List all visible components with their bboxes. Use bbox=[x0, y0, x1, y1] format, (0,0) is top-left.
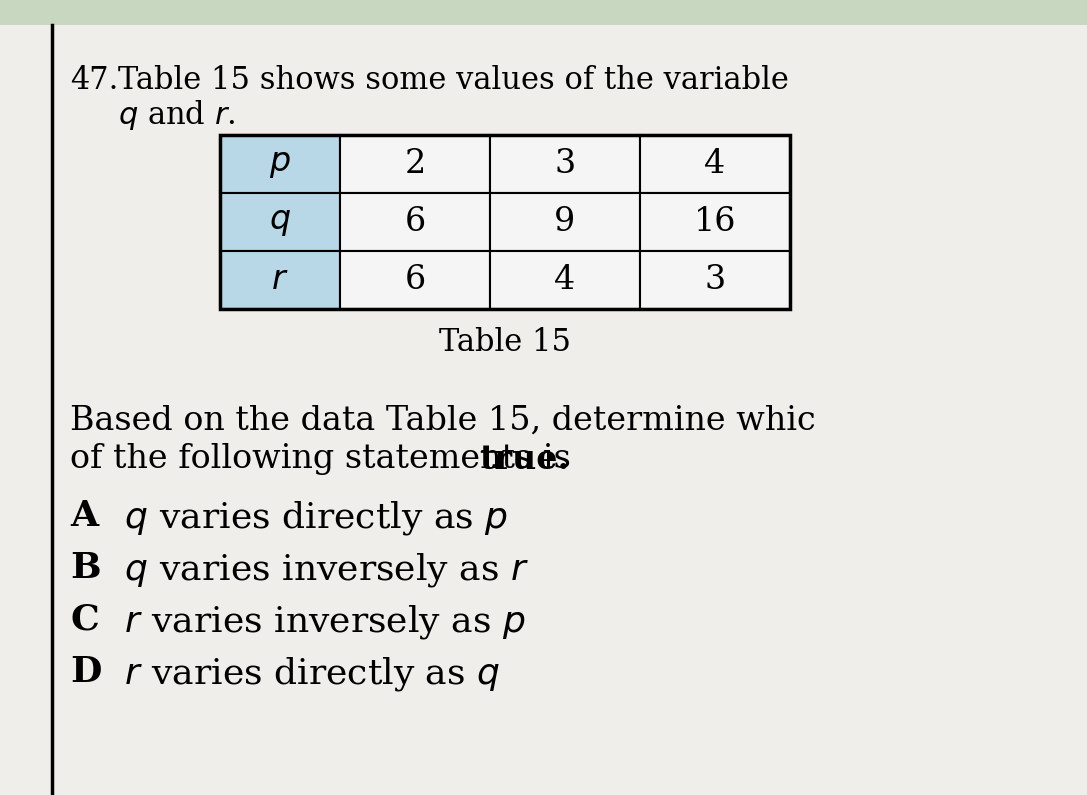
Text: Table 15 shows some values of the variable: Table 15 shows some values of the variab… bbox=[118, 65, 789, 96]
Text: $r$ varies directly as $q$: $r$ varies directly as $q$ bbox=[102, 655, 500, 693]
Bar bbox=[490, 251, 640, 309]
Text: 2: 2 bbox=[404, 148, 426, 180]
Text: 6: 6 bbox=[404, 264, 426, 296]
Text: 47.: 47. bbox=[70, 65, 118, 96]
Text: Based on the data Table 15, determine whic: Based on the data Table 15, determine wh… bbox=[70, 405, 815, 437]
Bar bbox=[220, 251, 340, 309]
Text: 4: 4 bbox=[704, 148, 725, 180]
Bar bbox=[640, 193, 790, 251]
Bar bbox=[220, 135, 340, 193]
Text: Table 15: Table 15 bbox=[439, 327, 571, 358]
Text: 3: 3 bbox=[704, 264, 726, 296]
Text: of the following statements is: of the following statements is bbox=[70, 443, 582, 475]
Bar bbox=[340, 251, 490, 309]
Text: 4: 4 bbox=[554, 264, 575, 296]
Text: $r$: $r$ bbox=[272, 264, 289, 296]
Text: B: B bbox=[70, 551, 101, 585]
Text: A: A bbox=[70, 499, 98, 533]
Bar bbox=[220, 135, 790, 309]
Text: $p$: $p$ bbox=[270, 148, 291, 180]
Bar bbox=[640, 251, 790, 309]
Text: $q$ varies directly as $p$: $q$ varies directly as $p$ bbox=[102, 499, 508, 537]
Text: D: D bbox=[70, 655, 101, 689]
Text: 3: 3 bbox=[554, 148, 576, 180]
Text: C: C bbox=[70, 603, 99, 637]
Bar bbox=[490, 193, 640, 251]
Bar bbox=[640, 135, 790, 193]
Text: 9: 9 bbox=[554, 206, 576, 238]
Bar bbox=[340, 135, 490, 193]
Bar bbox=[220, 193, 340, 251]
Text: $q$: $q$ bbox=[268, 206, 291, 238]
Bar bbox=[490, 135, 640, 193]
Text: true.: true. bbox=[479, 443, 570, 476]
Text: 6: 6 bbox=[404, 206, 426, 238]
Text: $r$ varies inversely as $p$: $r$ varies inversely as $p$ bbox=[102, 603, 525, 641]
Bar bbox=[340, 193, 490, 251]
Bar bbox=[0, 0, 1087, 25]
Text: 16: 16 bbox=[694, 206, 736, 238]
Text: $q$ and $r$.: $q$ and $r$. bbox=[118, 98, 236, 132]
Text: $q$ varies inversely as $r$: $q$ varies inversely as $r$ bbox=[102, 551, 529, 589]
